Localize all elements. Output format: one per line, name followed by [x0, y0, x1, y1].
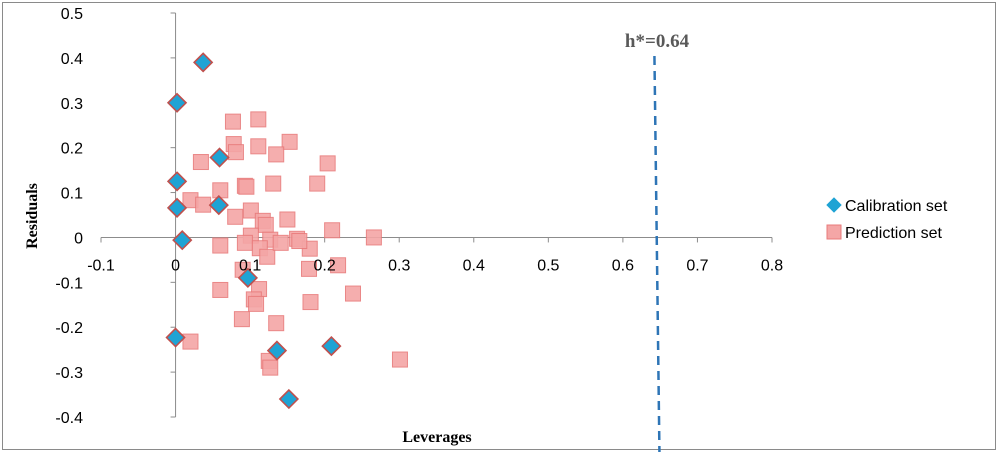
calibration-point	[209, 147, 230, 168]
calibration-point	[166, 92, 188, 113]
calibration-point	[172, 230, 193, 251]
threshold-label: h*=0.64	[625, 31, 690, 52]
calibration-point	[208, 194, 229, 216]
calibration-point	[166, 171, 188, 192]
legend-square-icon	[826, 224, 842, 240]
y-axis-title: Residuals	[24, 183, 41, 249]
x-tick-label: 0.4	[463, 257, 485, 274]
prediction-point	[224, 113, 241, 130]
y-tick-label: 0.4	[61, 51, 83, 68]
x-tick-label: 0.6	[612, 257, 634, 274]
calibration-point	[321, 335, 342, 357]
prediction-point	[250, 138, 267, 155]
prediction-point	[309, 175, 326, 192]
prediction-point	[212, 237, 229, 254]
x-tick-label: -0.1	[87, 257, 115, 274]
prediction-point	[265, 175, 282, 192]
legend-layer: Calibration set Prediction set	[826, 197, 948, 242]
y-tick-label: 0.2	[61, 141, 83, 158]
y-tick-label: 0	[74, 230, 83, 247]
labels-layer: -0.1 0 0.1 0.2 0.3 0.4 0.5 0.6 0.7 0.80.50.40.30.…	[24, 6, 783, 446]
prediction-point	[242, 202, 259, 219]
legend-diamond-icon	[826, 197, 842, 213]
prediction-point	[302, 294, 319, 311]
x-tick-label: 0.8	[761, 257, 783, 274]
points-layer	[165, 52, 408, 410]
prediction-point	[182, 333, 199, 350]
x-tick-label: 0.2	[314, 257, 336, 274]
calibration-point	[193, 52, 214, 73]
prediction-point	[233, 311, 250, 328]
legend-label: Calibration set	[845, 198, 948, 215]
prediction-point	[279, 211, 296, 228]
prediction-point	[330, 257, 347, 274]
y-tick-label: 0.3	[61, 96, 83, 113]
axes-layer	[100, 12, 773, 418]
x-tick-label: 0.1	[239, 257, 261, 274]
y-tick-label: 0.5	[61, 6, 83, 23]
y-tick-label: 0.1	[61, 186, 83, 203]
legend-label: Prediction set	[845, 225, 942, 242]
prediction-point	[236, 234, 253, 251]
prediction-point	[324, 222, 341, 239]
x-tick-label: 0.7	[686, 257, 708, 274]
prediction-point	[344, 285, 361, 302]
prediction-point	[268, 146, 285, 163]
calibration-point	[165, 327, 186, 348]
prediction-point	[257, 216, 274, 233]
x-axis-title: Leverages	[402, 429, 471, 446]
prediction-point	[212, 182, 229, 199]
prediction-point	[391, 351, 408, 368]
prediction-point	[291, 233, 308, 250]
prediction-point	[238, 178, 255, 195]
prediction-point	[301, 260, 318, 277]
prediction-point	[259, 248, 276, 265]
prediction-point	[281, 133, 298, 150]
calibration-point	[266, 340, 288, 361]
x-tick-label: 0.3	[388, 257, 410, 274]
prediction-point	[192, 154, 209, 171]
x-tick-label: 0	[171, 257, 180, 274]
threshold-layer	[653, 55, 661, 453]
calibration-point	[166, 197, 188, 218]
y-tick-label: -0.4	[55, 410, 83, 427]
calibration-point	[278, 388, 300, 410]
threshold-line	[653, 55, 661, 453]
prediction-point	[227, 144, 244, 161]
prediction-point	[195, 196, 212, 213]
prediction-point	[250, 111, 267, 128]
prediction-point	[227, 208, 244, 225]
prediction-point	[248, 295, 265, 312]
y-tick-label: -0.3	[55, 365, 83, 382]
calibration-point	[237, 267, 259, 288]
x-tick-label: 0.5	[537, 257, 559, 274]
prediction-point	[272, 234, 289, 251]
y-tick-label: -0.1	[55, 275, 83, 292]
prediction-point	[262, 359, 279, 376]
prediction-point	[365, 229, 382, 246]
y-tick-label: -0.2	[55, 320, 83, 337]
prediction-point	[268, 315, 285, 332]
prediction-point	[212, 281, 229, 298]
prediction-point	[319, 155, 336, 172]
